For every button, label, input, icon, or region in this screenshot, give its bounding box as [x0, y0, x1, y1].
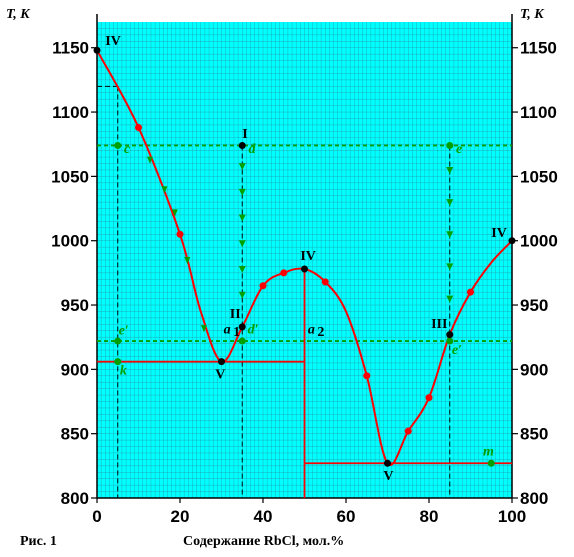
y-tick-label-right: 1000 [520, 232, 558, 251]
cooling-arrow [446, 295, 454, 303]
curve-data-point [280, 269, 288, 277]
y-tick-label-left: 1050 [51, 167, 89, 186]
annotation-label: IV [105, 34, 121, 49]
annotation-label: II [230, 307, 241, 322]
cooling-arrow [446, 263, 454, 271]
x-tick-label: 40 [254, 507, 273, 526]
cooling-arrow [171, 209, 178, 217]
green-point [238, 337, 246, 345]
y-tick-label-right: 1050 [520, 167, 558, 186]
y-tick-label-left: 800 [61, 489, 89, 508]
curve-data-point [135, 123, 142, 131]
cooling-arrow [238, 163, 246, 171]
black-point [238, 142, 246, 150]
y-tick-label-right: 900 [520, 360, 548, 379]
black-point [238, 323, 246, 331]
cooling-arrow [238, 266, 246, 274]
curve-data-point [176, 230, 184, 238]
annotation-label: m [483, 445, 494, 460]
black-point [218, 358, 225, 366]
curve-data-point [425, 394, 433, 402]
curve-data-point [259, 282, 267, 290]
cooling-arrow [446, 199, 454, 207]
black-point [446, 331, 454, 339]
x-tick-label: 80 [420, 507, 439, 526]
curve-data-point [321, 278, 329, 286]
cooling-arrow [161, 186, 168, 194]
figure-caption: Рис. 1 [20, 534, 57, 549]
green-point [446, 142, 454, 150]
cooling-arrow [238, 291, 246, 299]
points-group [93, 46, 516, 467]
curve-data-point [467, 288, 474, 296]
x-tick-label: 100 [498, 507, 526, 526]
y-tick-label-left: 850 [61, 425, 89, 444]
x-axis-label: Содержание RbCl, мол.% [183, 534, 344, 549]
cooling-arrow [446, 231, 454, 239]
y-tick-label-left: 950 [61, 296, 89, 315]
y-tick-label-right: 850 [520, 425, 548, 444]
annotation-label: IV [300, 249, 316, 264]
annotation-label: c [124, 142, 131, 157]
y-tick-label-right: 1100 [520, 103, 557, 122]
green-point [114, 142, 122, 150]
annotation-label: e′ [119, 324, 129, 339]
x-tick-label: 20 [171, 507, 190, 526]
solid-lines [97, 269, 512, 498]
cooling-arrow [200, 325, 207, 333]
annotation-label: k [120, 363, 127, 378]
y-axis-label-left: T, K [6, 7, 31, 22]
annotation-label: d′ [248, 322, 259, 337]
cooling-arrow [238, 240, 246, 248]
arrows-group [146, 156, 454, 333]
black-point [301, 265, 308, 273]
annotation-label: 2 [317, 325, 324, 340]
y-tick-label-left: 1100 [52, 103, 89, 122]
annotation-label: III [431, 317, 447, 332]
cooling-arrow [446, 166, 454, 174]
y-tick-label-right: 800 [520, 489, 548, 508]
y-tick-label-left: 1150 [52, 39, 89, 58]
cooling-arrow [146, 156, 153, 164]
annotation-label: a [308, 322, 315, 337]
y-tick-label-right: 1150 [520, 39, 557, 58]
annotation-label: I [242, 127, 247, 142]
cooling-arrow [184, 257, 191, 264]
green-point [487, 459, 495, 467]
x-tick-label: 60 [337, 507, 356, 526]
annotation-label: V [383, 469, 393, 484]
cooling-arrow [238, 214, 246, 222]
annotation-label: d [248, 142, 256, 157]
y-tick-label-right: 950 [520, 296, 548, 315]
black-point [93, 46, 101, 54]
annotation-label: e [456, 142, 462, 157]
green-point [114, 358, 122, 366]
curve-data-point [363, 372, 371, 380]
green-point [114, 337, 122, 345]
annotation-label: V [215, 367, 225, 382]
x-tick-label: 0 [92, 507, 101, 526]
annotation-label: 1 [233, 325, 240, 340]
annotation-label: IV [491, 226, 507, 241]
cooling-arrow [238, 188, 246, 196]
y-axis-label-right: T, K [520, 7, 545, 22]
y-tick-label-left: 1000 [51, 232, 89, 251]
annotation-label: e′ [452, 343, 462, 358]
y-tick-label-left: 900 [61, 360, 89, 379]
black-point [384, 459, 391, 467]
green-point [446, 337, 454, 345]
curve-data-point [404, 427, 412, 435]
annotation-label: a [224, 322, 231, 337]
